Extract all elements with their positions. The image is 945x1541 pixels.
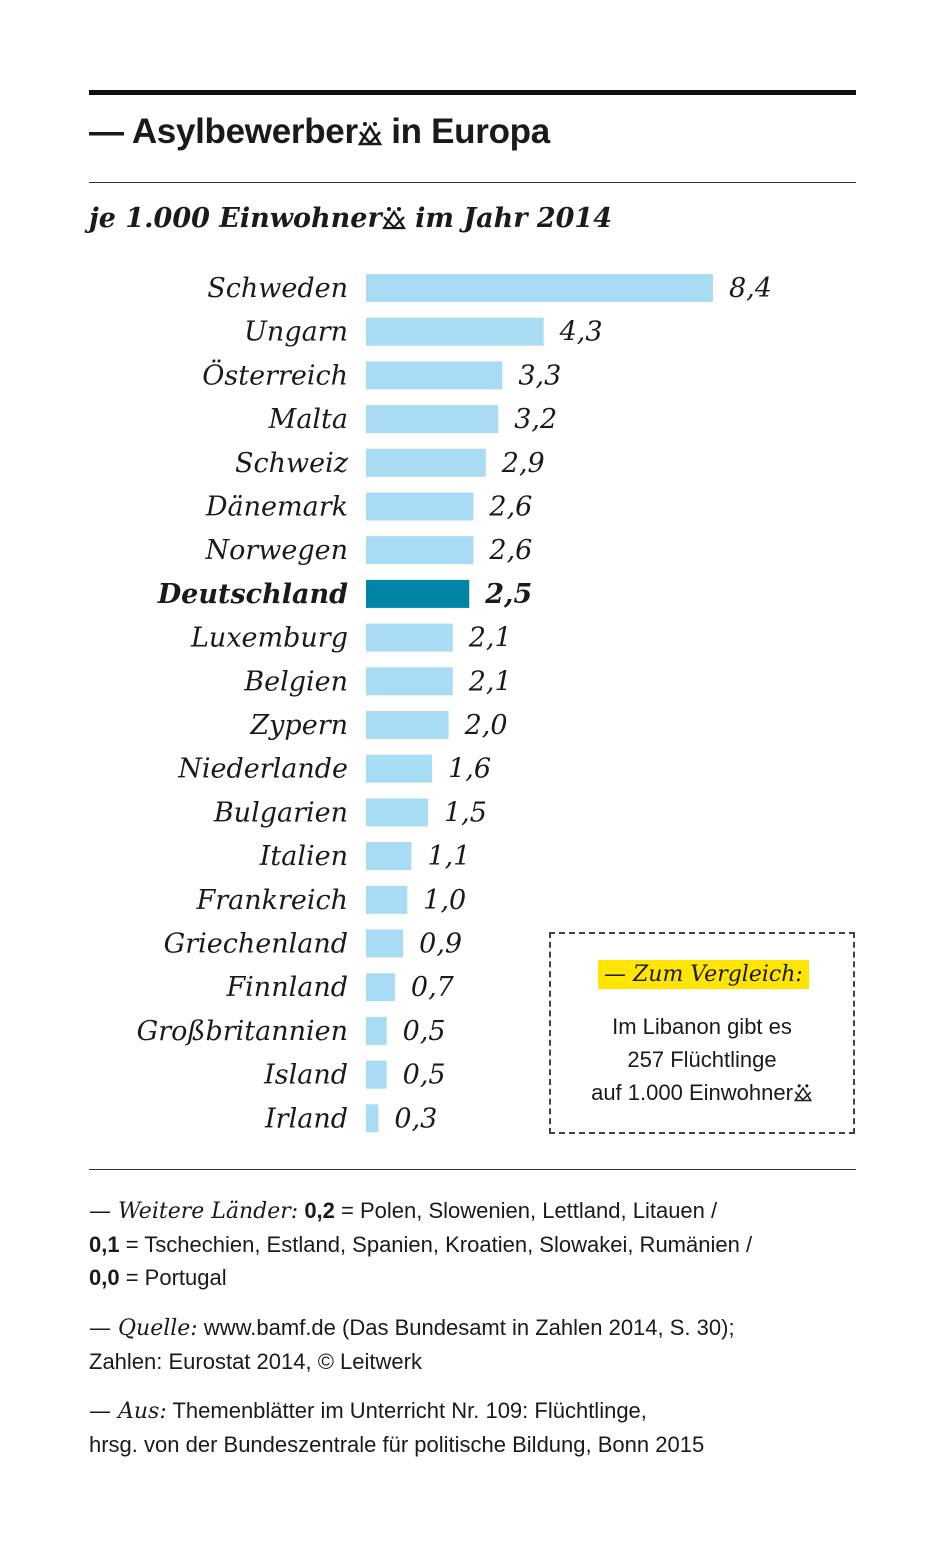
- value-label: 3,3: [518, 360, 561, 391]
- bar: [366, 361, 503, 390]
- category-label: Deutschland: [157, 579, 348, 610]
- value-label: 1,1: [427, 841, 470, 872]
- bar: [366, 1060, 387, 1089]
- bar: [366, 492, 474, 521]
- category-label: Island: [263, 1060, 348, 1091]
- bar: [366, 973, 395, 1002]
- value-label: 1,0: [423, 885, 466, 916]
- value-label: 3,2: [514, 404, 557, 435]
- category-label: Dänemark: [205, 492, 348, 523]
- value-label: 2,0: [464, 710, 508, 741]
- source-note: — Quelle: www.bamf.de (Das Bundesamt in …: [89, 1315, 735, 1374]
- category-label: Bulgarien: [213, 797, 348, 828]
- category-label: Irland: [264, 1103, 348, 1134]
- category-label: Norwegen: [204, 535, 348, 566]
- title-rule: [89, 182, 856, 183]
- bar: [366, 929, 404, 958]
- source-label: — Quelle:: [89, 1316, 198, 1341]
- category-label: Österreich: [202, 357, 348, 391]
- gender-star-icon: [357, 122, 382, 146]
- value-label: 0,5: [403, 1060, 446, 1091]
- comparison-line-3: auf 1.000 Einwohner: [549, 1076, 855, 1109]
- value-label: 0,3: [394, 1103, 437, 1134]
- bar: [366, 448, 486, 477]
- category-label: Großbritannien: [137, 1016, 348, 1047]
- bar: [366, 405, 499, 434]
- category-label: Frankreich: [195, 885, 348, 916]
- gender-star-icon: [793, 1084, 812, 1102]
- value-label: 2,6: [488, 535, 532, 566]
- chart-title: — Asylbewerber in Europa: [89, 112, 550, 151]
- category-label: Belgien: [243, 666, 348, 697]
- bar: [366, 754, 433, 783]
- bar: [366, 623, 453, 652]
- category-label: Schweiz: [235, 448, 349, 479]
- bar: [366, 536, 474, 565]
- value-label: 0,5: [403, 1016, 446, 1047]
- category-label: Ungarn: [244, 317, 348, 348]
- bar: [366, 317, 544, 346]
- top-rule: [89, 90, 856, 95]
- from-note: — Aus: Themenblätter im Unterricht Nr. 1…: [89, 1398, 705, 1457]
- category-label: Finnland: [225, 972, 348, 1003]
- bar: [366, 885, 408, 914]
- value-label: 1,6: [448, 754, 491, 785]
- comparison-text: Im Libanon gibt es 257 Flüchtlinge auf 1…: [549, 1010, 855, 1109]
- bar: [366, 579, 470, 608]
- note-label: — Weitere Länder:: [89, 1199, 299, 1224]
- bar: [366, 711, 449, 739]
- value-label: 8,4: [729, 273, 772, 304]
- category-label: Malta: [268, 404, 348, 435]
- category-label: Zypern: [249, 710, 348, 741]
- value-label: 2,6: [488, 492, 532, 523]
- gender-star-icon: [381, 207, 406, 230]
- category-label: Schweden: [207, 273, 348, 304]
- value-label: 2,5: [484, 579, 532, 610]
- bar: [366, 274, 713, 302]
- value-label: 4,3: [559, 317, 603, 348]
- comparison-line-1: Im Libanon gibt es: [612, 1014, 792, 1039]
- bar: [366, 667, 453, 696]
- bar: [366, 798, 428, 827]
- category-label: Niederlande: [177, 754, 348, 785]
- bar: [366, 1016, 387, 1045]
- value-label: 1,5: [444, 797, 487, 828]
- footer-rule: [89, 1169, 856, 1170]
- value-label: 0,7: [411, 972, 455, 1003]
- category-label: Griechenland: [164, 929, 348, 960]
- value-label: 2,1: [468, 666, 512, 697]
- category-label: Italien: [259, 841, 348, 872]
- category-label: Luxemburg: [190, 623, 348, 654]
- value-label: 2,1: [468, 623, 512, 654]
- comparison-heading: — Zum Vergleich:: [598, 960, 809, 989]
- comparison-line-2: 257 Flüchtlinge: [627, 1047, 777, 1072]
- bar-chart: Schweden 8,4 Ungarn 4,3 Österreich 3,3 Malta 3,…: [137, 273, 772, 1134]
- value-label: 0,9: [419, 929, 462, 960]
- bar: [366, 842, 412, 871]
- from-label: — Aus:: [89, 1399, 167, 1424]
- further-countries-note: — Weitere Länder: 0,2 = Polen, Slowenien…: [89, 1198, 753, 1290]
- comparison-box: [549, 932, 855, 1134]
- value-label: 2,9: [501, 448, 545, 479]
- chart-subtitle: je 1.000 Einwohner im Jahr 2014: [89, 203, 612, 234]
- bar: [366, 1104, 379, 1133]
